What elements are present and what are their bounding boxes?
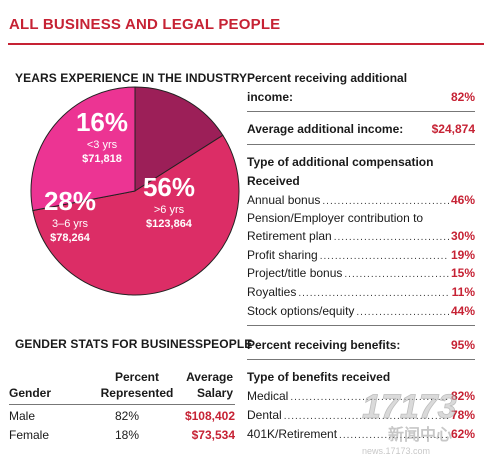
slice-percent-label: 56% [143, 172, 195, 202]
list-item: Stock options/equity 44% [247, 304, 475, 318]
benefits-label: Percent receiving benefits: [247, 338, 401, 352]
item-label: 401K/Retirement [247, 427, 338, 441]
additional-income-label-line1: Percent receiving additional [247, 71, 408, 85]
watermark-logo: 17173 新闻中心 news.17173.com [362, 388, 457, 456]
slice-salary-label: $123,864 [146, 218, 193, 230]
compensation-heading-line1: Type of additional compensation [247, 155, 434, 169]
additional-income-label-line2: income: [247, 90, 294, 104]
item-value: 78% [450, 408, 475, 422]
compensation-heading-line2: Received [247, 174, 300, 188]
benefits-heading: Type of benefits received [247, 370, 391, 384]
column-header-salary-line2: Salary [196, 386, 233, 400]
percent-cell: 82% [114, 409, 140, 423]
percent-cell: 18% [114, 428, 140, 442]
item-label: Stock options/equity [247, 304, 355, 318]
list-item: Dental 78% [247, 408, 475, 422]
slice-percent-label: 16% [76, 107, 128, 137]
experience-pie-chart: 56% >6 yrs $123,864 28% 3–6 yrs $78,264 16% <3 … [30, 86, 240, 296]
pension-line: Pension/Employer contribution to [247, 211, 424, 225]
table-divider [9, 404, 235, 405]
watermark-url: news.17173.com [362, 446, 430, 456]
item-value: 82% [450, 389, 475, 403]
chart-title: YEARS EXPERIENCE IN THE INDUSTRY [15, 71, 248, 85]
slice-salary-label: $78,264 [50, 232, 91, 244]
item-label: Annual bonus [247, 193, 321, 207]
item-value: 30% [450, 229, 475, 243]
list-item: 401K/Retirement 62% [247, 427, 475, 441]
list-item: Project/title bonus 15% [247, 266, 475, 280]
item-value: 15% [450, 266, 475, 280]
divider [247, 111, 475, 112]
slice-range-label: 3–6 yrs [52, 218, 89, 230]
average-income-value: $24,874 [431, 122, 475, 136]
divider [247, 325, 475, 326]
list-item: Royalties 11% [247, 285, 475, 299]
item-label: Dental [247, 408, 282, 422]
page-title: ALL BUSINESS AND LEGAL PEOPLE [9, 16, 281, 33]
salary-cell: $73,534 [191, 428, 235, 442]
column-header-percent-line1: Percent [114, 370, 160, 384]
column-header-salary-line1: Average [186, 370, 233, 384]
pie-slice [134, 86, 224, 192]
item-value: 62% [450, 427, 475, 441]
item-label: Project/title bonus [247, 266, 343, 280]
item-value: 19% [450, 248, 475, 262]
title-divider [8, 43, 484, 45]
list-item: Profit sharing 19% [247, 248, 475, 262]
average-income-label: Average additional income: [247, 122, 404, 136]
pie-slice [32, 134, 240, 296]
benefits-percent: 95% [450, 338, 475, 352]
list-item: Retirement plan 30% [247, 229, 475, 243]
slice-range-label: >6 yrs [154, 204, 185, 216]
item-value: 44% [450, 304, 475, 318]
watermark-text: 新闻中心 [388, 425, 452, 444]
watermark-logo-text: 17173 [362, 388, 457, 426]
column-header-percent-line2: Represented [100, 386, 174, 400]
additional-income-percent: 82% [450, 90, 475, 104]
slice-salary-label: $71,818 [82, 153, 122, 165]
slice-range-label: <3 yrs [87, 139, 118, 151]
gender-cell: Male [9, 409, 36, 423]
list-item: Medical 82% [247, 389, 475, 403]
column-header-gender: Gender [9, 386, 52, 400]
item-label: Medical [247, 389, 289, 403]
list-item: Annual bonus 46% [247, 193, 475, 207]
gender-section-title: GENDER STATS FOR BUSINESSPEOPLE [15, 337, 253, 351]
gender-cell: Female [9, 428, 50, 442]
salary-cell: $108,402 [184, 409, 235, 423]
item-label: Retirement plan [247, 229, 332, 243]
item-label: Royalties [247, 285, 297, 299]
divider [247, 144, 475, 145]
pie-slice [30, 86, 136, 212]
item-label: Profit sharing [247, 248, 318, 262]
item-value: 11% [451, 285, 475, 299]
item-value: 46% [450, 193, 475, 207]
divider [247, 359, 475, 360]
slice-percent-label: 28% [44, 186, 96, 216]
